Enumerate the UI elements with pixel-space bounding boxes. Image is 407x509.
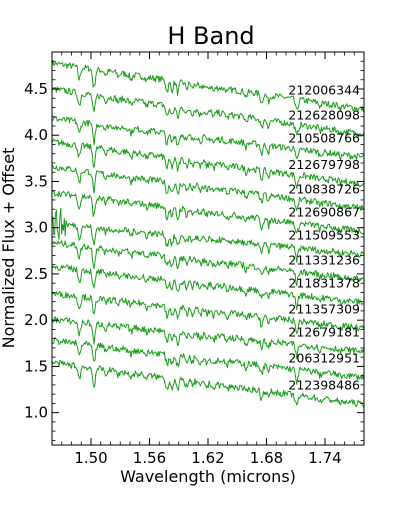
x-tick-label: 1.74 <box>308 449 341 467</box>
x-axis-title: Wavelength (microns) <box>120 467 296 486</box>
spectrum-line <box>52 138 364 189</box>
y-axis-title: Normalized Flux + Offset <box>0 148 18 349</box>
y-tick-label: 3.5 <box>24 172 48 190</box>
plot-frame <box>51 51 365 446</box>
spectrum-line <box>52 190 364 235</box>
spectrum-line <box>52 86 364 137</box>
spectrum-line <box>52 337 364 385</box>
spectrum-line <box>52 290 364 335</box>
series-label: 212628098 <box>288 107 360 122</box>
star-label-layer: 212006344 212628098 210508766 212679798 2108… <box>288 82 360 392</box>
series-label: 211357309 <box>288 301 360 316</box>
spectrum-line <box>52 240 364 287</box>
series-label: 212006344 <box>288 82 360 97</box>
spectrum-line <box>52 60 364 113</box>
series-label: 211509553 <box>288 228 360 243</box>
x-tick-label: 1.68 <box>250 449 283 467</box>
spectrum-line <box>52 116 364 161</box>
y-tick-label: 4.0 <box>24 126 48 144</box>
series-label: 211831378 <box>288 276 360 291</box>
series-label: 210508766 <box>288 130 360 145</box>
chart-title: H Band <box>167 22 254 50</box>
spectrum-line <box>52 360 364 408</box>
series-label: 212679181 <box>288 325 360 340</box>
series-label: 206312951 <box>288 350 360 365</box>
y-tick-label: 4.5 <box>24 80 48 98</box>
x-tick-label: 1.62 <box>191 449 224 467</box>
series-label: 212690867 <box>288 204 360 219</box>
spectrum-line <box>52 164 364 211</box>
x-tick-label: 1.50 <box>74 449 107 467</box>
series-label: 212398486 <box>288 377 360 392</box>
spectrum-line <box>52 316 364 360</box>
series-layer <box>52 60 364 408</box>
y-tick-label: 2.5 <box>24 265 48 283</box>
y-tick-label: 1.0 <box>24 404 48 422</box>
x-tick-label: 1.56 <box>133 449 166 467</box>
y-tick-label: 1.5 <box>24 357 48 375</box>
series-label: 211331236 <box>288 252 360 267</box>
spectrum-line <box>52 264 364 311</box>
y-tick-label: 3.0 <box>24 219 48 237</box>
series-label: 212679798 <box>288 157 360 172</box>
spectrum-line <box>52 207 364 263</box>
series-label: 210838726 <box>288 181 360 196</box>
y-tick-label: 2.0 <box>24 311 48 329</box>
tick-layer: 1.50 1.56 1.62 1.68 1.74 1.0 1.5 2.0 2.5 3.0 3.5 4.… <box>24 51 364 467</box>
